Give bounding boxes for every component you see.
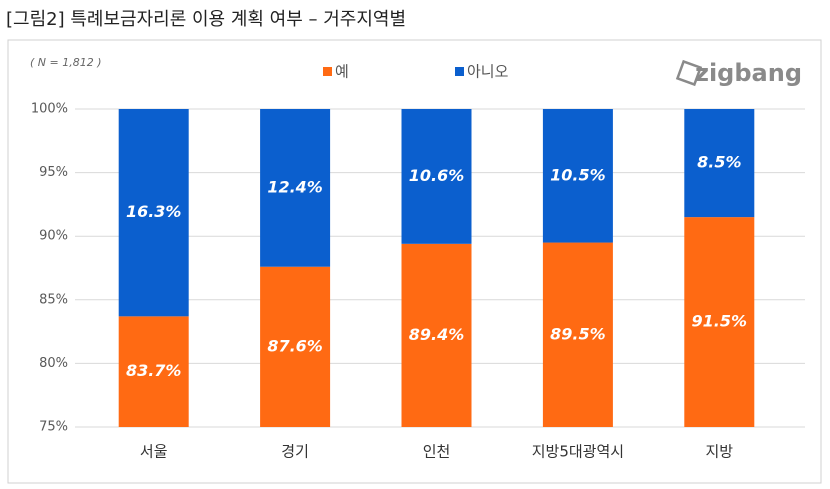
value-label: 91.5% <box>692 312 748 331</box>
bar-segment <box>684 109 755 218</box>
bar-segment <box>401 243 472 427</box>
value-label: 83.7% <box>126 361 182 380</box>
value-label: 89.4% <box>409 325 465 344</box>
value-label: 10.6% <box>409 166 465 185</box>
x-tick-label: 경기 <box>281 443 309 461</box>
x-tick-label: 인천 <box>423 443 451 461</box>
value-label: 87.6% <box>267 336 323 355</box>
logo: zigbang <box>695 59 802 87</box>
legend-swatch <box>455 67 464 76</box>
bar-segment <box>118 109 189 317</box>
legend-label: 예 <box>335 63 349 81</box>
value-label: 12.4% <box>267 177 323 196</box>
chart-title: [그림2] 특례보금자리론 이용 계획 여부 – 거주지역별 <box>6 9 406 30</box>
y-tick-label: 85% <box>39 292 68 307</box>
logo-icon <box>675 59 703 87</box>
x-tick-label: 지방 <box>705 443 733 461</box>
x-tick-label: 서울 <box>140 443 168 461</box>
bar-segment <box>118 316 189 427</box>
value-label: 10.5% <box>550 165 606 184</box>
value-label: 89.5% <box>550 324 606 343</box>
y-tick-label: 100% <box>31 102 68 117</box>
y-tick-label: 80% <box>39 356 68 371</box>
value-label: 16.3% <box>126 202 182 221</box>
bar-segment <box>260 109 331 267</box>
bar-segment <box>542 242 613 427</box>
value-label: 8.5% <box>697 153 741 172</box>
y-tick-label: 95% <box>39 165 68 180</box>
bar-segment <box>260 266 331 427</box>
bar-segment <box>542 109 613 243</box>
legend-label: 아니오 <box>467 63 509 81</box>
y-tick-label: 90% <box>39 229 68 244</box>
bar-segment <box>401 109 472 244</box>
y-tick-label: 75% <box>39 420 68 435</box>
annotation: ( N = 1,812 ) <box>30 56 102 69</box>
legend-swatch <box>323 67 332 76</box>
x-tick-label: 지방5대광역시 <box>532 443 624 461</box>
bar-segment <box>684 217 755 427</box>
